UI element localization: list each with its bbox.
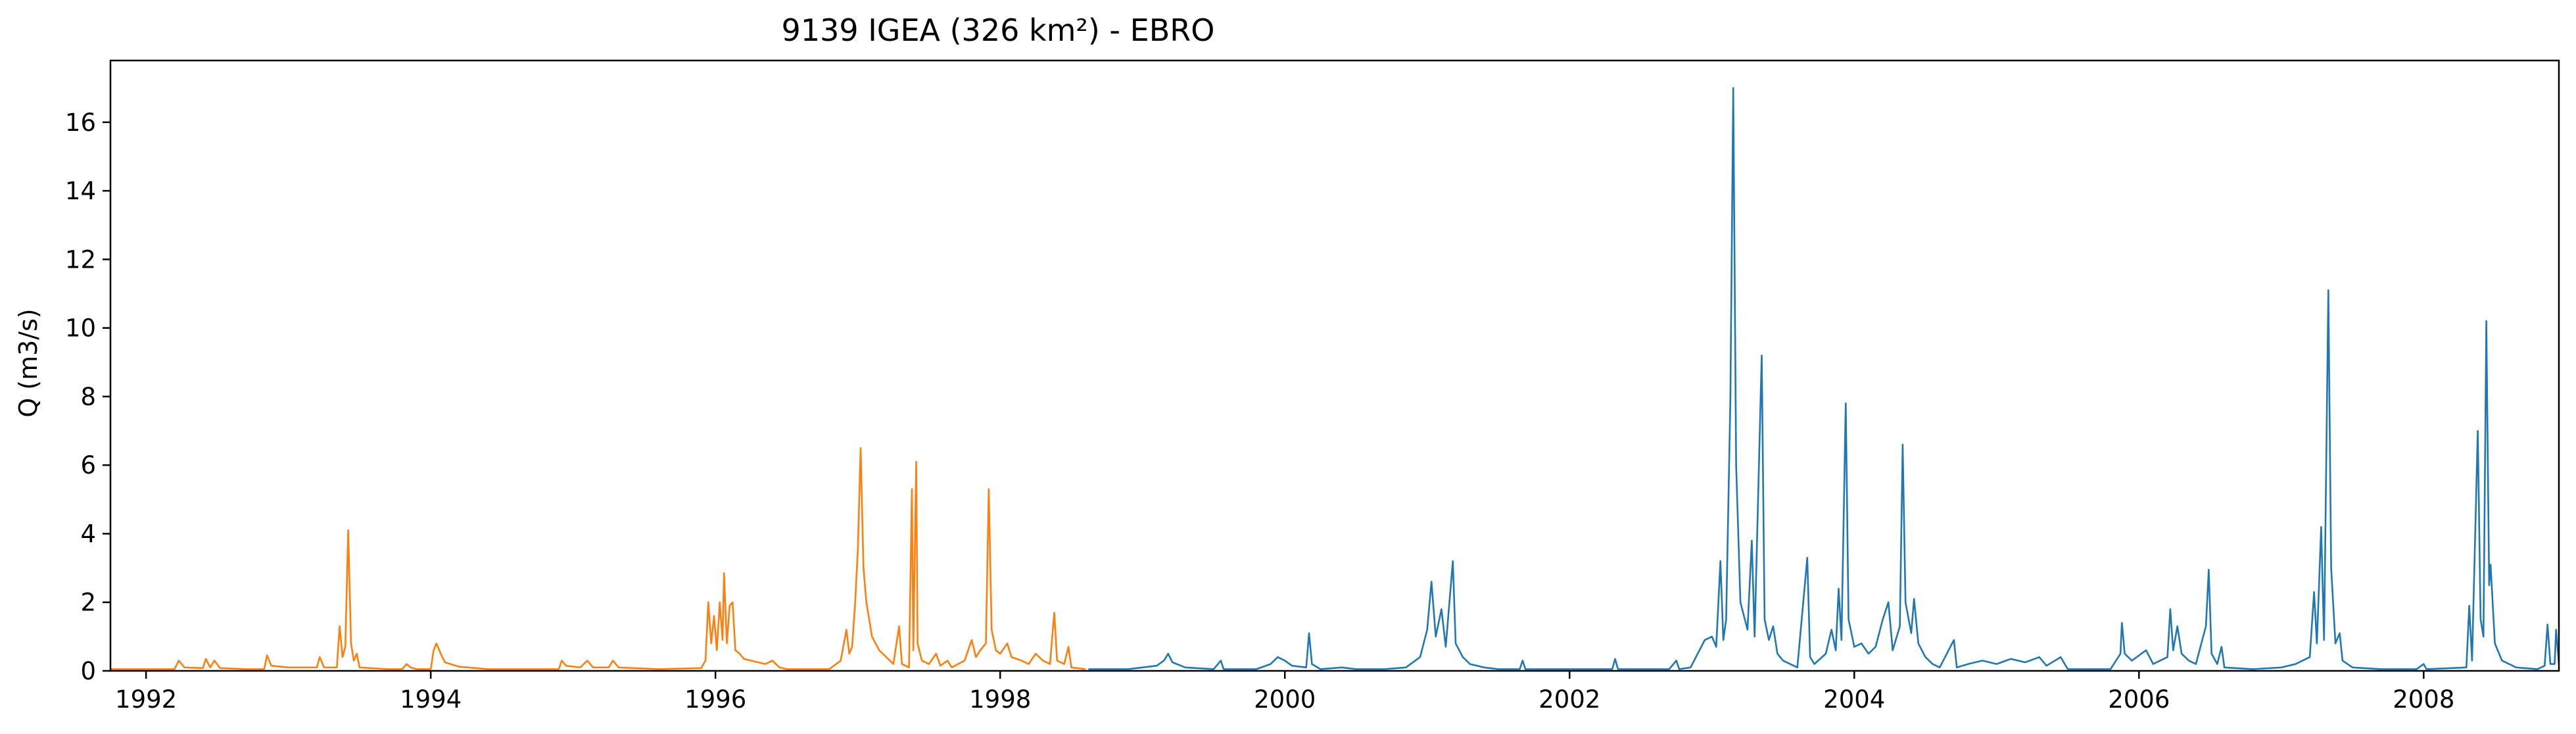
- y-tick-label: 12: [65, 245, 96, 274]
- x-tick-label: 2002: [1538, 685, 1600, 714]
- series-line-1: [1088, 87, 2559, 670]
- plot-frame: [109, 59, 2560, 672]
- x-tick-label: 2000: [1254, 685, 1316, 714]
- chart-title: 9139 IGEA (326 km²) - EBRO: [782, 12, 1215, 48]
- x-tick-label: 1994: [400, 685, 462, 714]
- y-tick-label: 6: [80, 451, 96, 479]
- y-axis-ticks: 0 2 4 6 8 10 12 14 16: [65, 109, 110, 685]
- x-axis-ticks: 1992 1994 1996 1998 2000 2002 2004 2006 2008: [115, 671, 2454, 714]
- y-tick-label: 14: [65, 177, 96, 205]
- y-tick-label: 2: [80, 589, 96, 617]
- x-tick-label: 1992: [115, 685, 177, 714]
- x-tick-label: 2006: [2108, 685, 2170, 714]
- y-tick-label: 0: [80, 657, 96, 685]
- x-tick-label: 1998: [969, 685, 1031, 714]
- x-tick-label: 2004: [1823, 685, 1885, 714]
- series-layer: [110, 87, 2559, 670]
- y-tick-label: 10: [65, 314, 96, 343]
- plot-area: 0 2 4 6 8 10 12 14 16 1992 1994 1996 1998 2000 2002 20…: [65, 59, 2560, 714]
- y-axis-label: Q (m3/s): [14, 308, 43, 417]
- x-tick-label: 1996: [684, 685, 746, 714]
- series-line-0: [110, 447, 1086, 670]
- y-tick-label: 4: [80, 520, 96, 548]
- x-tick-label: 2008: [2393, 685, 2454, 714]
- y-tick-label: 16: [65, 109, 96, 137]
- y-tick-label: 8: [80, 383, 96, 411]
